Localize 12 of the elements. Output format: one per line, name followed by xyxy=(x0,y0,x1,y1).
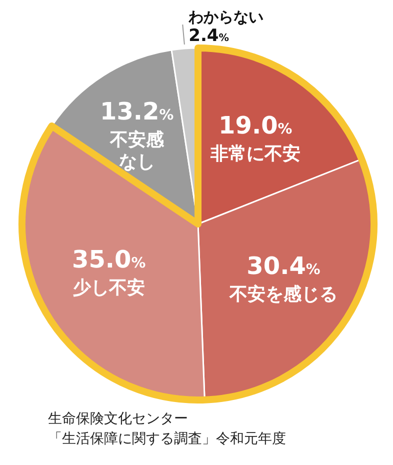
slice-label: 非常に不安 xyxy=(209,144,300,165)
data-label: 2.4% xyxy=(188,26,229,46)
slice-label: わからない xyxy=(188,8,264,26)
slice-label: 不安を感じる xyxy=(228,284,338,305)
data-label: 13.2% xyxy=(100,98,174,126)
text: 生命保険文化センター xyxy=(48,411,188,427)
data-label: 30.4% xyxy=(246,252,320,280)
text: 「生活保障に関する調査」令和元年度 xyxy=(48,431,286,447)
data-label: 35.0% xyxy=(72,246,146,274)
slice-label: 不安感なし xyxy=(108,130,165,173)
data-label: 19.0% xyxy=(218,112,292,140)
slice-label: 少し不安 xyxy=(72,278,145,299)
